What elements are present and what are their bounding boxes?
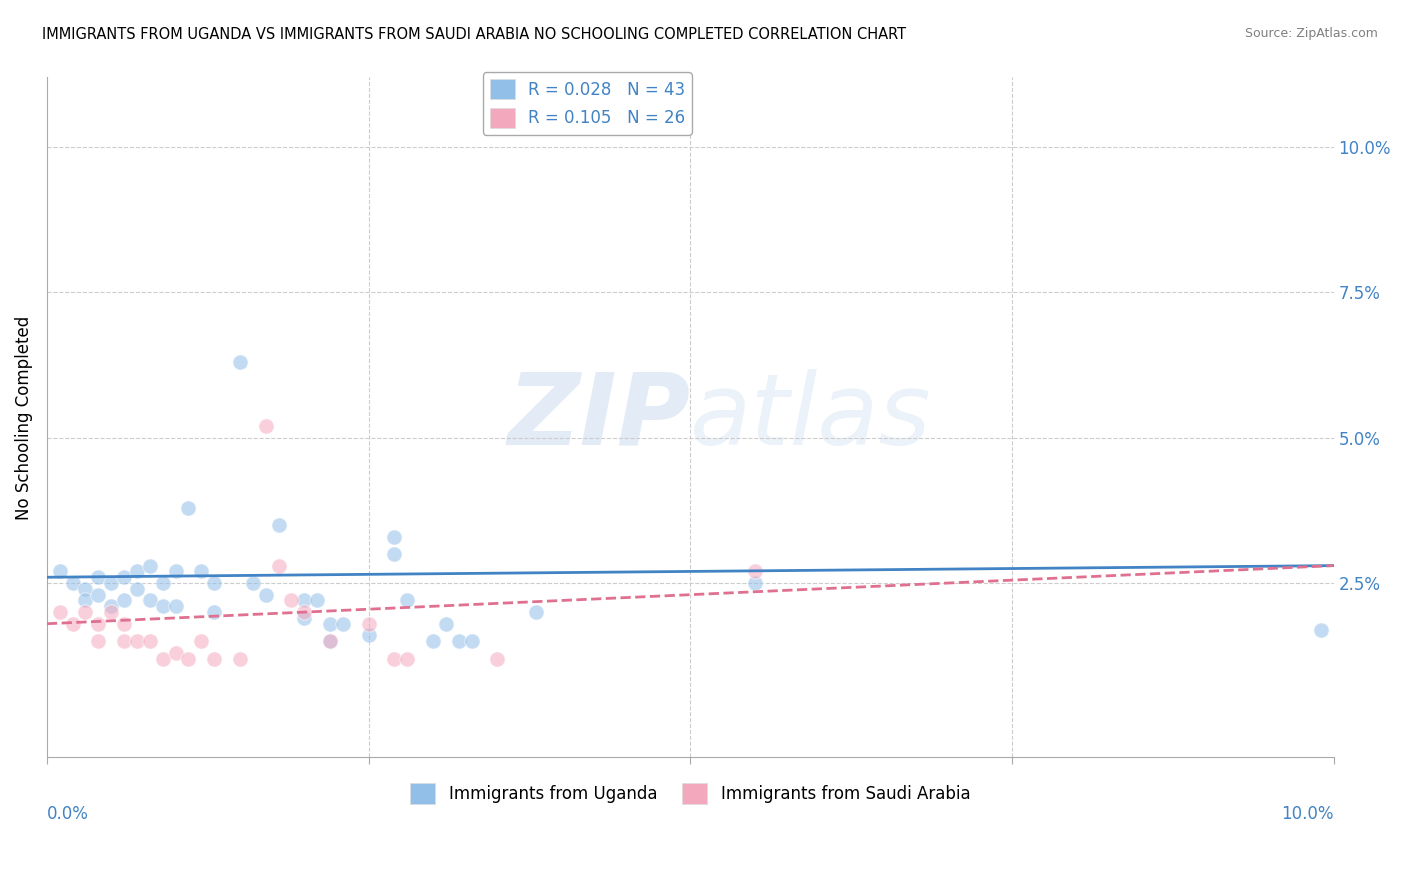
Point	[165, 599, 187, 614]
Point	[139, 634, 162, 648]
Point	[447, 634, 470, 648]
Y-axis label: No Schooling Completed: No Schooling Completed	[15, 315, 32, 519]
Point	[292, 593, 315, 607]
Point	[139, 558, 162, 573]
Point	[524, 605, 547, 619]
Text: 0.0%: 0.0%	[46, 805, 89, 823]
Point	[382, 651, 405, 665]
Point	[202, 651, 225, 665]
Point	[1309, 623, 1331, 637]
Text: IMMIGRANTS FROM UGANDA VS IMMIGRANTS FROM SAUDI ARABIA NO SCHOOLING COMPLETED CO: IMMIGRANTS FROM UGANDA VS IMMIGRANTS FRO…	[42, 27, 907, 42]
Legend: Immigrants from Uganda, Immigrants from Saudi Arabia: Immigrants from Uganda, Immigrants from …	[404, 777, 977, 810]
Point	[396, 651, 419, 665]
Point	[62, 616, 84, 631]
Point	[87, 570, 110, 584]
Text: Source: ZipAtlas.com: Source: ZipAtlas.com	[1244, 27, 1378, 40]
Point	[112, 616, 135, 631]
Point	[319, 634, 342, 648]
Point	[139, 593, 162, 607]
Point	[202, 576, 225, 591]
Text: atlas: atlas	[690, 369, 932, 466]
Point	[202, 605, 225, 619]
Text: ZIP: ZIP	[508, 369, 690, 466]
Point	[357, 628, 380, 642]
Point	[100, 605, 122, 619]
Point	[190, 634, 212, 648]
Point	[382, 547, 405, 561]
Point	[307, 593, 329, 607]
Point	[75, 605, 97, 619]
Point	[112, 570, 135, 584]
Point	[292, 611, 315, 625]
Point	[744, 576, 766, 591]
Point	[87, 616, 110, 631]
Point	[165, 646, 187, 660]
Point	[434, 616, 457, 631]
Point	[100, 576, 122, 591]
Point	[165, 565, 187, 579]
Point	[254, 588, 277, 602]
Point	[744, 565, 766, 579]
Point	[112, 634, 135, 648]
Text: 10.0%: 10.0%	[1281, 805, 1334, 823]
Point	[422, 634, 444, 648]
Point	[280, 593, 302, 607]
Point	[75, 582, 97, 596]
Point	[357, 616, 380, 631]
Point	[460, 634, 482, 648]
Point	[396, 593, 419, 607]
Point	[382, 530, 405, 544]
Point	[49, 565, 72, 579]
Point	[177, 500, 200, 515]
Point	[112, 593, 135, 607]
Point	[292, 605, 315, 619]
Point	[177, 651, 200, 665]
Point	[229, 355, 252, 369]
Point	[152, 599, 174, 614]
Point	[75, 593, 97, 607]
Point	[125, 634, 148, 648]
Point	[152, 651, 174, 665]
Point	[87, 588, 110, 602]
Point	[87, 634, 110, 648]
Point	[254, 419, 277, 434]
Point	[62, 576, 84, 591]
Point	[486, 651, 509, 665]
Point	[332, 616, 354, 631]
Point	[152, 576, 174, 591]
Point	[229, 651, 252, 665]
Point	[190, 565, 212, 579]
Point	[125, 582, 148, 596]
Point	[242, 576, 264, 591]
Point	[125, 565, 148, 579]
Point	[267, 558, 290, 573]
Point	[319, 634, 342, 648]
Point	[100, 599, 122, 614]
Point	[319, 616, 342, 631]
Point	[49, 605, 72, 619]
Point	[267, 517, 290, 532]
